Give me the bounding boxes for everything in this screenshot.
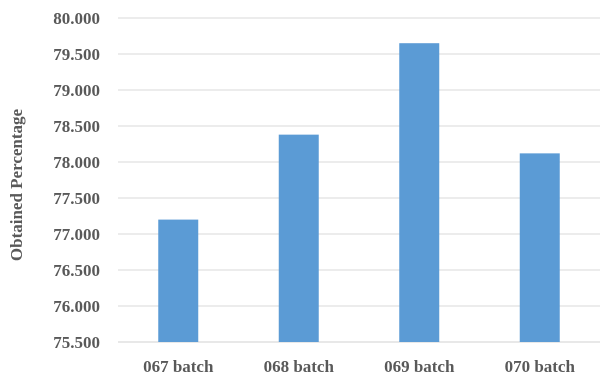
y-tick-label: 77.000	[53, 225, 100, 244]
x-tick-label: 069 batch	[384, 357, 455, 376]
bars	[158, 43, 560, 342]
bar-067-batch	[158, 219, 199, 342]
y-tick-label: 78.500	[53, 117, 100, 136]
y-axis-ticks: 75.500 76.000 76.500 77.000 77.500 78.000 78.5…	[53, 9, 100, 352]
x-tick-label: 070 batch	[505, 357, 576, 376]
y-tick-label: 79.000	[53, 81, 100, 100]
y-axis-label: Obtained Percentage	[7, 108, 26, 261]
y-tick-label: 77.500	[53, 189, 100, 208]
y-tick-label: 75.500	[53, 333, 100, 352]
y-tick-label: 76.000	[53, 297, 100, 316]
bar-070-batch	[519, 153, 560, 342]
y-tick-label: 76.500	[53, 261, 100, 280]
y-tick-label: 78.000	[53, 153, 100, 172]
x-tick-label: 067 batch	[143, 357, 214, 376]
x-axis-ticks: 067 batch 068 batch 069 batch 070 batch	[143, 357, 575, 376]
bar-068-batch	[278, 134, 319, 342]
y-tick-label: 79.500	[53, 45, 100, 64]
bar-069-batch	[399, 43, 440, 342]
x-tick-label: 068 batch	[264, 357, 335, 376]
y-tick-label: 80.000	[53, 9, 100, 28]
gridlines	[118, 17, 600, 343]
